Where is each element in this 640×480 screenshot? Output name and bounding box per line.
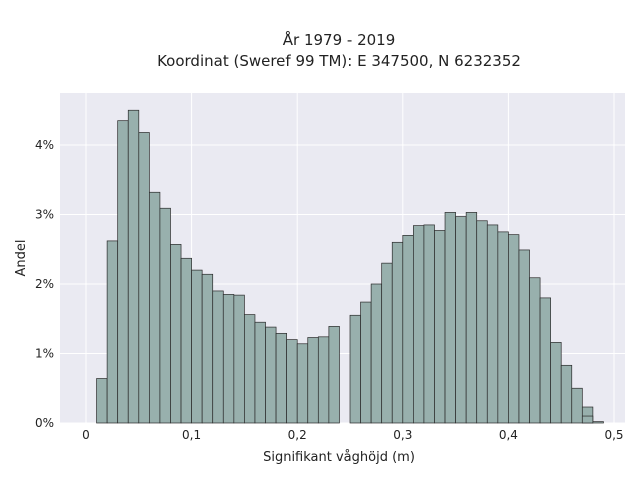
histogram-bar xyxy=(127,109,140,424)
histogram-bar xyxy=(550,342,562,424)
y-axis-label: Andel xyxy=(14,240,29,277)
histogram-bar xyxy=(212,290,224,424)
x-tick-label: 0 xyxy=(82,428,90,442)
y-tick-labels: 0% 1% 2% 3% 4% xyxy=(35,138,54,430)
histogram-bar xyxy=(434,230,446,424)
histogram-bar xyxy=(265,326,277,424)
x-tick-label: 0,4 xyxy=(499,428,518,442)
chart-title-line-1: År 1979 - 2019 xyxy=(283,30,396,49)
histogram-bar xyxy=(360,301,372,424)
histogram-bar xyxy=(159,207,171,424)
histogram-bar xyxy=(244,314,256,424)
histogram-bar xyxy=(286,339,298,424)
y-tick-label: 2% xyxy=(35,277,54,291)
histogram-bar xyxy=(476,220,488,424)
histogram-bar xyxy=(581,415,594,424)
y-tick-label: 4% xyxy=(35,138,54,152)
histogram-bar xyxy=(201,273,214,424)
chart-title-line-2: Koordinat (Sweref 99 TM): E 347500, N 62… xyxy=(157,52,521,70)
histogram-bar xyxy=(180,257,192,424)
histogram-bar xyxy=(444,212,456,424)
histogram-bar xyxy=(592,421,604,424)
y-tick-label: 0% xyxy=(35,416,54,430)
histogram-bar xyxy=(254,321,266,424)
histogram-bar xyxy=(138,132,150,424)
histogram-bar xyxy=(560,364,573,424)
histogram-bar xyxy=(96,378,108,424)
histogram-bar xyxy=(497,231,509,424)
histogram-bar xyxy=(170,244,182,424)
x-tick-label: 0,2 xyxy=(288,428,307,442)
histogram-bar xyxy=(349,314,361,424)
histogram-bar xyxy=(465,212,478,424)
histogram-bar xyxy=(370,283,383,424)
histogram-bar xyxy=(518,249,530,424)
bars-group xyxy=(96,109,604,424)
histogram-bar xyxy=(539,297,551,424)
histogram-bar xyxy=(317,336,330,424)
histogram-bar xyxy=(117,120,129,424)
histogram-bar xyxy=(402,235,414,424)
x-tick-labels: 0 0,1 0,2 0,3 0,4 0,5 xyxy=(82,428,623,442)
histogram-bar xyxy=(529,277,541,424)
histogram-bar xyxy=(275,332,287,424)
histogram-bar xyxy=(486,224,499,424)
histogram-bar xyxy=(149,191,161,424)
histogram-bar xyxy=(222,294,235,424)
x-tick-label: 0,5 xyxy=(604,428,623,442)
x-tick-label: 0,3 xyxy=(393,428,412,442)
y-tick-label: 3% xyxy=(35,208,54,222)
histogram-bar xyxy=(233,294,245,424)
histogram-bar xyxy=(391,241,404,424)
histogram-bar xyxy=(571,387,583,424)
histogram-bar xyxy=(455,216,467,424)
histogram-bar xyxy=(381,262,393,424)
histogram-bar xyxy=(296,343,309,424)
histogram-bar xyxy=(413,225,425,424)
histogram-bar xyxy=(328,326,340,424)
histogram-bar xyxy=(423,224,435,424)
histogram-bar xyxy=(191,269,203,424)
x-axis-label: Signifikant våghöjd (m) xyxy=(263,450,415,465)
histogram-bar xyxy=(508,234,520,424)
histogram-bar xyxy=(307,337,319,424)
histogram-bar xyxy=(106,240,119,424)
x-tick-label: 0,1 xyxy=(182,428,201,442)
y-tick-label: 1% xyxy=(35,347,54,361)
